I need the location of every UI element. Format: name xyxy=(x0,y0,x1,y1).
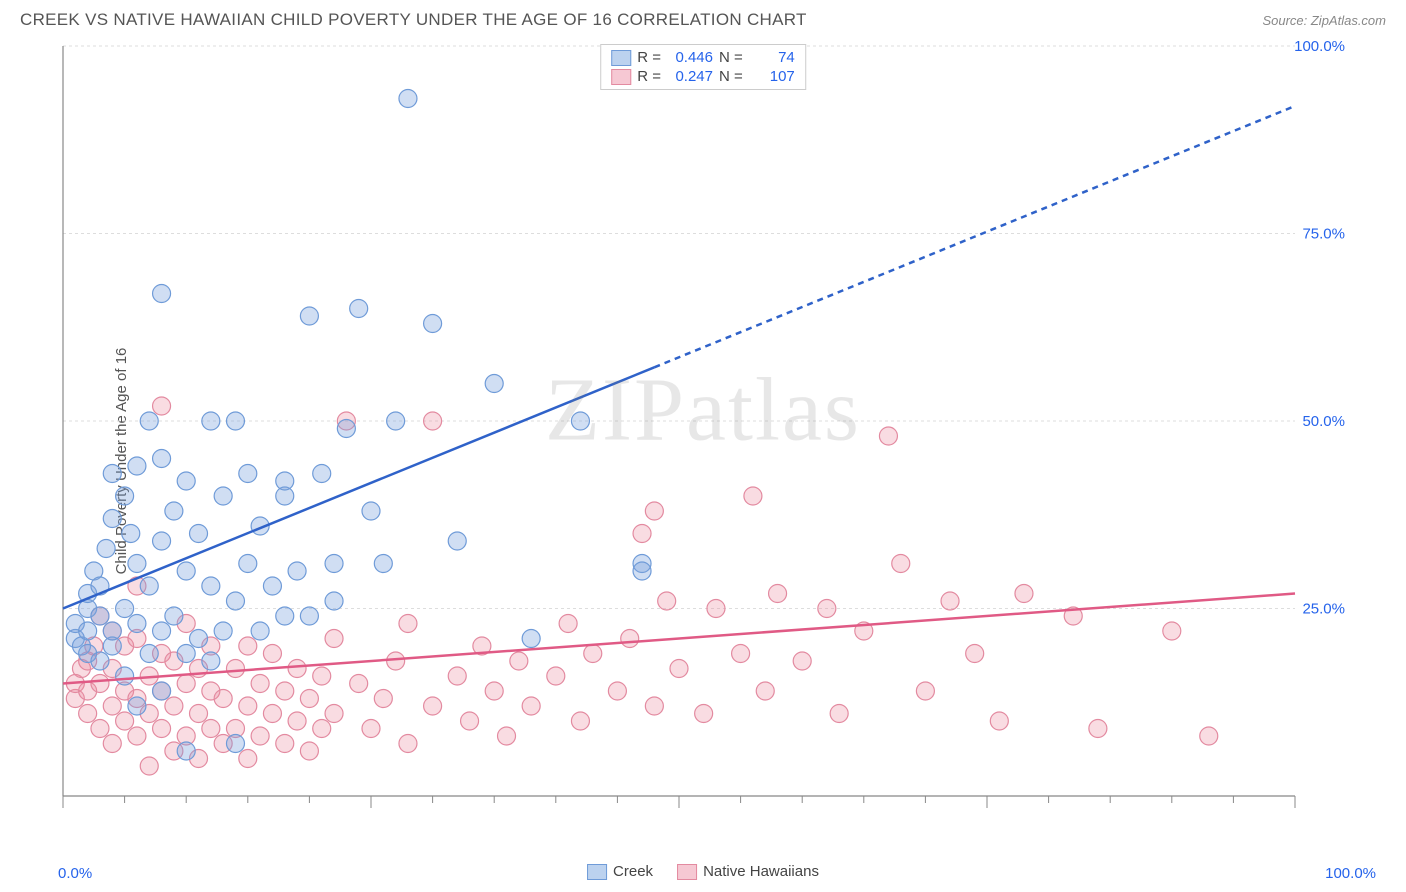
axes xyxy=(63,46,1295,796)
svg-text:75.0%: 75.0% xyxy=(1302,226,1345,243)
legend-row-hawaiians: R = 0.247 N = 107 xyxy=(611,68,795,85)
legend-item-hawaiians: Native Hawaiians xyxy=(677,863,819,880)
R-value-hawaiians: 0.247 xyxy=(667,68,713,85)
source-name: ZipAtlas.com xyxy=(1311,13,1386,28)
svg-text:25.0%: 25.0% xyxy=(1302,601,1345,618)
scatter-plot: 25.0% 50.0% 75.0% 100.0% xyxy=(45,36,1385,846)
svg-text:100.0%: 100.0% xyxy=(1294,38,1345,55)
correlation-legend: R = 0.446 N = 74 R = 0.247 N = 107 xyxy=(600,44,806,90)
series-native-hawaiians-points xyxy=(66,397,1217,775)
source-prefix: Source: xyxy=(1262,13,1310,28)
x-axis-max-label: 100.0% xyxy=(1325,865,1376,882)
swatch-creek xyxy=(587,864,607,880)
N-value-hawaiians: 107 xyxy=(749,68,795,85)
series-creek-points xyxy=(66,90,651,761)
legend-item-creek: Creek xyxy=(587,863,653,880)
swatch-hawaiians xyxy=(677,864,697,880)
N-value-creek: 74 xyxy=(749,49,795,66)
chart-container: Child Poverty Under the Age of 16 25.0%5… xyxy=(0,36,1406,886)
swatch-hawaiians xyxy=(611,69,631,85)
chart-header: CREEK VS NATIVE HAWAIIAN CHILD POVERTY U… xyxy=(0,0,1406,36)
R-value-creek: 0.446 xyxy=(667,49,713,66)
R-label: R = xyxy=(637,49,661,66)
N-label: N = xyxy=(719,49,743,66)
regression-creek xyxy=(63,106,1295,609)
chart-title: CREEK VS NATIVE HAWAIIAN CHILD POVERTY U… xyxy=(20,10,807,30)
gridlines xyxy=(63,46,1295,609)
legend-row-creek: R = 0.446 N = 74 xyxy=(611,49,795,66)
legend-label-creek: Creek xyxy=(613,863,653,880)
swatch-creek xyxy=(611,50,631,66)
legend-label-hawaiians: Native Hawaiians xyxy=(703,863,819,880)
x-axis-min-label: 0.0% xyxy=(58,865,92,882)
series-legend: Creek Native Hawaiians xyxy=(587,863,819,880)
svg-text:50.0%: 50.0% xyxy=(1302,413,1345,430)
x-axis-minor-ticks xyxy=(63,796,1295,808)
R-label: R = xyxy=(637,68,661,85)
source-attribution: Source: ZipAtlas.com xyxy=(1262,13,1386,28)
N-label: N = xyxy=(719,68,743,85)
y-axis-tick-labels: 25.0% 50.0% 75.0% 100.0% xyxy=(1294,38,1345,618)
